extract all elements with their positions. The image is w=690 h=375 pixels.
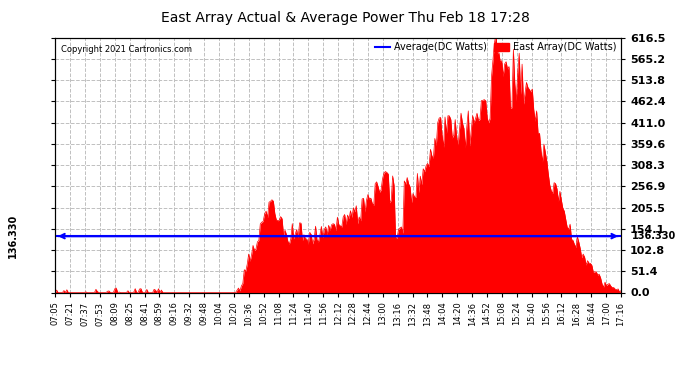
Text: 136.330: 136.330 [8, 214, 18, 258]
Text: East Array Actual & Average Power Thu Feb 18 17:28: East Array Actual & Average Power Thu Fe… [161, 11, 529, 25]
Text: 136.330: 136.330 [632, 231, 677, 241]
Legend: Average(DC Watts), East Array(DC Watts): Average(DC Watts), East Array(DC Watts) [375, 42, 616, 52]
Text: Copyright 2021 Cartronics.com: Copyright 2021 Cartronics.com [61, 45, 192, 54]
